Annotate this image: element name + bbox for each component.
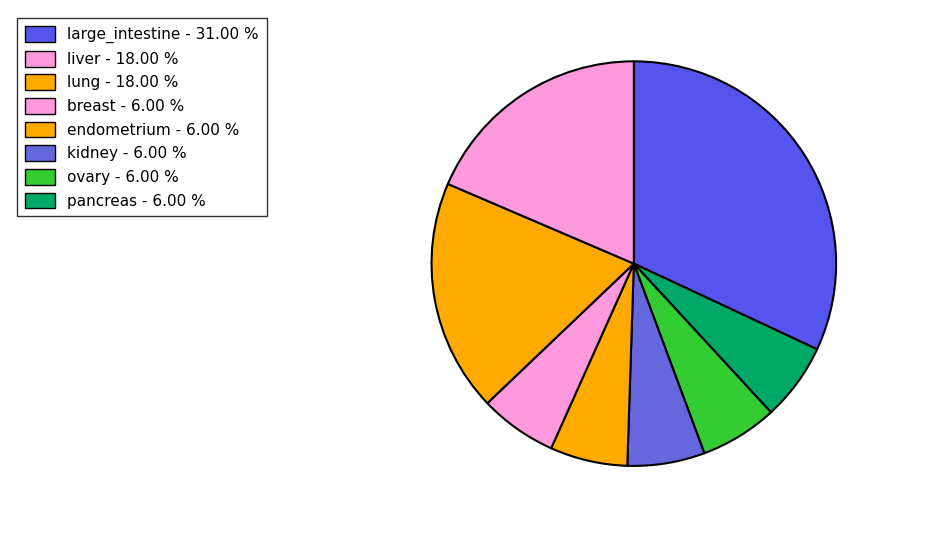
- Wedge shape: [448, 61, 634, 264]
- Legend: large_intestine - 31.00 %, liver - 18.00 %, lung - 18.00 %, breast - 6.00 %, end: large_intestine - 31.00 %, liver - 18.00…: [17, 18, 267, 216]
- Wedge shape: [634, 61, 836, 349]
- Wedge shape: [432, 184, 634, 403]
- Wedge shape: [551, 264, 634, 466]
- Wedge shape: [634, 264, 817, 412]
- Wedge shape: [627, 264, 704, 466]
- Wedge shape: [487, 264, 634, 448]
- Wedge shape: [634, 264, 771, 453]
